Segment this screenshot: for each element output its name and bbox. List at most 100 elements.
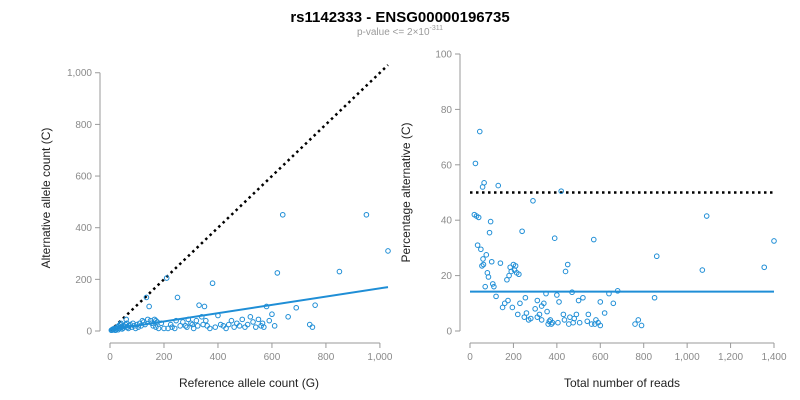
right-data-point (632, 321, 638, 327)
right-data-point (653, 253, 660, 260)
right-y-tick-label: 100 (435, 50, 452, 61)
left-data-point (271, 323, 278, 329)
left-data-point (242, 324, 248, 330)
right-data-point (601, 310, 608, 316)
right-data-point (564, 261, 571, 268)
right-data-point (584, 318, 591, 325)
left-data-point (142, 321, 148, 328)
left-data-point (126, 323, 132, 329)
left-data-point (274, 270, 281, 276)
left-data-point (177, 323, 183, 329)
left-data-point (196, 302, 202, 308)
left-data-point (212, 324, 219, 330)
right-x-tick-label: 0 (467, 352, 473, 363)
left-x-tick-label: 800 (318, 352, 335, 363)
left-data-point (259, 320, 266, 327)
left-data-point (225, 321, 232, 328)
left-data-point (193, 317, 200, 324)
right-data-point (635, 317, 642, 323)
left-x-tick-label: 200 (156, 352, 173, 363)
right-data-point (508, 268, 515, 275)
right-data-point (614, 288, 621, 294)
chart-title: rs1142333 - ENSG00000196735 (290, 9, 509, 26)
right-data-point (651, 294, 658, 301)
right-data-point (512, 263, 519, 269)
left-x-tick-label: 0 (107, 352, 113, 363)
left-data-point (184, 324, 190, 330)
left-y-tick-label: 600 (75, 172, 92, 183)
right-data-point (548, 321, 555, 327)
left-data-point (250, 319, 256, 325)
right-data-point (528, 315, 534, 322)
left-data-point (189, 321, 196, 328)
right-y-tick-label: 80 (441, 105, 453, 116)
p-value-prefix: p-value <= 2 (357, 27, 413, 38)
right-data-point (555, 319, 561, 326)
left-data-point (198, 313, 205, 320)
left-data-point (143, 294, 150, 301)
right-y-tick-label: 0 (446, 327, 452, 338)
right-data-point (543, 290, 549, 297)
left-data-point (263, 303, 270, 310)
right-data-point (534, 314, 541, 320)
right-data-point (761, 264, 768, 271)
left-data-point (217, 321, 224, 328)
right-data-point (699, 267, 706, 273)
right-y-tick-label: 40 (441, 216, 453, 227)
left-x-tick-label: 400 (210, 352, 227, 363)
left-data-point (153, 324, 159, 330)
right-data-point (569, 289, 575, 296)
right-data-point (558, 188, 565, 194)
left-reference-line (109, 64, 389, 332)
left-data-point (293, 304, 300, 311)
right-data-point (506, 272, 512, 279)
left-data-point (173, 317, 179, 324)
right-x-tick-label: 1,400 (761, 352, 786, 363)
right-data-point (478, 246, 484, 253)
left-data-point (161, 325, 167, 332)
left-data-point (336, 268, 343, 275)
right-x-tick-label: 800 (635, 352, 652, 363)
right-x-tick-label: 600 (592, 352, 609, 363)
right-data-point (530, 198, 536, 204)
right-data-point (482, 283, 489, 290)
right-data-point (580, 294, 586, 301)
left-data-point (174, 294, 181, 301)
left-data-point (234, 320, 240, 327)
left-y-tick-label: 200 (75, 275, 92, 286)
right-data-point (519, 228, 525, 235)
right-data-point (516, 271, 522, 278)
left-data-point (203, 317, 209, 324)
right-data-point (551, 235, 558, 242)
left-data-point (223, 325, 229, 332)
allele-count-panel: 0 200 400 600 800 1,000 0 200 400 600 800 1,000 Refe… (39, 64, 393, 390)
left-data-point (236, 323, 243, 329)
left-data-point (180, 319, 186, 325)
right-data-point (570, 319, 576, 326)
right-data-point (606, 290, 612, 297)
left-data-point (155, 325, 162, 332)
right-data-point (490, 281, 496, 287)
left-data-point (279, 211, 286, 218)
right-data-point (485, 274, 492, 280)
left-data-point (309, 324, 316, 330)
right-data-point (560, 311, 567, 318)
left-data-point (153, 317, 159, 324)
right-data-point (504, 276, 510, 283)
right-x-tick-label: 1,200 (718, 352, 743, 363)
left-x-tick-label: 1,000 (367, 352, 392, 363)
left-data-point (144, 316, 151, 323)
right-data-point (480, 256, 486, 262)
left-data-point (146, 303, 152, 310)
right-data-point (479, 263, 485, 269)
p-value-times: × (413, 27, 419, 38)
percentage-panel: 0 20 40 60 80 100 0 200 400 600 800 1,000 1,200 1,400… (399, 50, 787, 391)
left-data-point (182, 323, 189, 329)
left-data-point (194, 323, 201, 329)
right-data-point (544, 308, 550, 315)
right-data-point (575, 297, 582, 304)
left-data-point (163, 275, 170, 281)
left-y-tick-label: 800 (75, 120, 92, 131)
right-data-point (576, 319, 583, 326)
